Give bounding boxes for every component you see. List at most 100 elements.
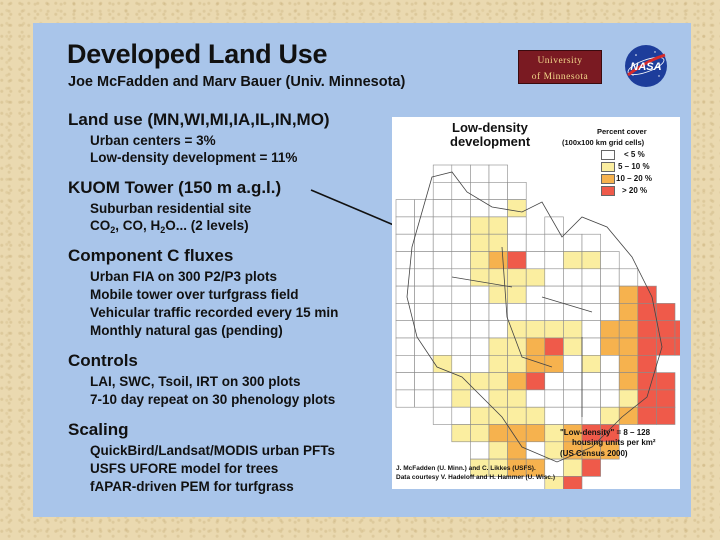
map-grid-cell xyxy=(488,251,508,270)
map-grid-cell xyxy=(395,285,415,304)
map-grid-cell xyxy=(470,268,490,287)
map-grid-cell xyxy=(432,216,453,235)
map-grid-cell xyxy=(656,389,676,408)
map-grid-cell xyxy=(525,285,546,304)
authors: Joe McFadden and Marv Bauer (Univ. Minne… xyxy=(68,74,406,90)
heading-land-use: Land use (MN,WI,MI,IA,IL,IN,MO) xyxy=(68,110,330,129)
bullet-mobile-tower: Mobile tower over turfgrass field xyxy=(90,287,299,302)
map-grid-cell xyxy=(656,303,676,321)
map-grid-cell xyxy=(470,337,490,356)
legend-subtitle: (100x100 km grid cells) xyxy=(562,138,645,147)
map-grid-cell xyxy=(525,441,546,460)
map-grid-cell xyxy=(507,372,527,391)
map-grid-cell xyxy=(451,182,471,200)
map-grid-cell xyxy=(451,337,471,356)
bullet-urban-centers: Urban centers = 3% xyxy=(90,133,216,148)
map-grid-cell xyxy=(525,406,546,425)
map-title-line2: development xyxy=(450,134,531,149)
map-grid-cell xyxy=(395,320,415,339)
map-grid-cell xyxy=(544,268,564,287)
map-grid-cell xyxy=(600,320,620,339)
map-grid-cell xyxy=(525,320,546,339)
map-grid-cell xyxy=(525,303,546,321)
map-grid-cell xyxy=(618,337,639,356)
legend-label-10-20: 10 – 20 % xyxy=(616,174,653,183)
map-grid-cell xyxy=(451,164,471,183)
map-grid-cell xyxy=(600,285,620,304)
map-grid-cell xyxy=(581,233,601,252)
map-grid-cell xyxy=(488,303,508,321)
map-grid-cell xyxy=(488,320,508,339)
bullet-ufore: USFS UFORE model for trees xyxy=(90,461,279,476)
map-grid-cell xyxy=(656,320,676,339)
map-grid-cell xyxy=(563,320,583,339)
map-grid-cell xyxy=(414,355,434,373)
map-grid-cell xyxy=(544,372,564,391)
map-grid-cell xyxy=(563,458,583,477)
map-grid-cell xyxy=(581,268,601,287)
map-grid-cell xyxy=(432,164,453,183)
map-grid-cell xyxy=(507,441,527,460)
map-grid-cell xyxy=(563,337,583,356)
map-grid-cell xyxy=(525,251,546,270)
map-grid-cell xyxy=(563,233,583,252)
map-credit-line2: Data courtesy V. Hadeloff and H. Hammer … xyxy=(396,474,555,481)
map-grid-cell xyxy=(507,337,527,356)
map-grid-cell xyxy=(488,441,508,460)
map-grid-cell xyxy=(488,164,508,183)
map-grid-cell xyxy=(488,337,508,356)
map-grid-cell xyxy=(618,372,639,391)
map-grid-cell xyxy=(470,424,490,443)
map-grid-cell xyxy=(563,476,583,489)
map-grid-cell xyxy=(563,268,583,287)
map-grid-cell xyxy=(618,406,639,425)
map-grid xyxy=(395,164,680,489)
map-grid-cell xyxy=(600,268,620,287)
state-boundaries xyxy=(406,171,663,463)
map-grid-cell xyxy=(470,372,490,391)
map-grid-cell xyxy=(451,389,471,408)
map-grid-cell xyxy=(525,424,546,443)
map-grid-cell xyxy=(432,389,453,408)
map-grid-cell xyxy=(451,406,471,425)
map-grid-cell xyxy=(600,337,620,356)
map-grid-cell xyxy=(581,320,601,339)
legend-label-5-10: 5 – 10 % xyxy=(618,162,650,171)
bullet-quickbird: QuickBird/Landsat/MODIS urban PFTs xyxy=(90,443,336,458)
bullet-fapar: fAPAR-driven PEM for turfgrass xyxy=(90,479,294,494)
map-grid-cell xyxy=(470,233,490,252)
map-grid-cell xyxy=(600,372,620,391)
map-grid-cell xyxy=(507,216,527,235)
slide-title: Developed Land Use xyxy=(67,39,328,69)
low-density-map: Low-density development Percent cover (1… xyxy=(392,117,680,489)
map-grid-cell xyxy=(470,199,490,218)
map-grid-cell xyxy=(507,320,527,339)
map-grid-cell xyxy=(414,233,434,252)
map-grid-cell xyxy=(395,216,415,235)
map-grid-cell xyxy=(618,389,639,408)
bullet-phenology: 7-10 day repeat on 30 phenology plots xyxy=(90,392,336,407)
note-census: (US Census 2000) xyxy=(560,449,628,458)
map-grid-cell xyxy=(563,389,583,408)
map-grid-cell xyxy=(470,303,490,321)
map-grid-cell xyxy=(395,303,415,321)
map-grid-cell xyxy=(470,320,490,339)
map-grid-cell xyxy=(395,389,415,408)
map-grid-cell xyxy=(507,233,527,252)
map-grid-cell xyxy=(432,355,453,373)
map-grid-cell xyxy=(395,199,415,218)
map-grid-cell xyxy=(451,285,471,304)
map-grid-cell xyxy=(600,251,620,270)
map-grid-cell xyxy=(525,372,546,391)
map-grid-cell xyxy=(637,355,657,373)
map-grid-cell xyxy=(507,268,527,287)
map-grid-cell xyxy=(470,441,490,460)
bullet-urban-fia: Urban FIA on 300 P2/P3 plots xyxy=(90,269,278,284)
map-grid-cell xyxy=(470,251,490,270)
map-grid-cell xyxy=(637,285,657,304)
map-grid-cell xyxy=(432,233,453,252)
map-grid-cell xyxy=(507,199,527,218)
map-grid-cell xyxy=(432,320,453,339)
map-grid-cell xyxy=(488,182,508,200)
heading-component-c-fluxes: Component C fluxes xyxy=(68,246,234,265)
